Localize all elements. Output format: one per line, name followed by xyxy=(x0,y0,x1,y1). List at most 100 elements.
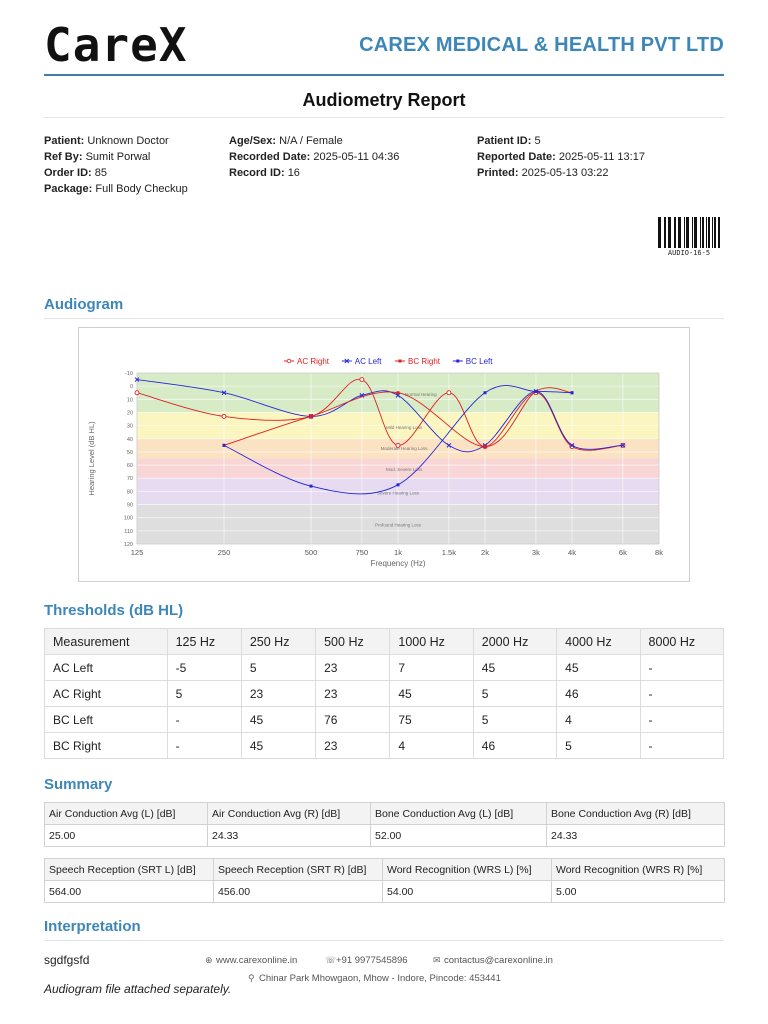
barcode-bar xyxy=(702,217,704,248)
y-tick-label: 10 xyxy=(127,397,133,403)
company-name: CAREX MEDICAL & HEALTH PVT LTD xyxy=(359,34,724,56)
data-point xyxy=(134,377,140,382)
barcode-bar xyxy=(668,217,671,248)
x-tick-label: 250 xyxy=(218,548,231,557)
y-tick-label: 80 xyxy=(127,489,133,495)
globe-icon: ⊕ xyxy=(205,955,213,965)
thresholds-table: Measurement 125 Hz 250 Hz 500 Hz 1000 Hz 2000… xyxy=(44,628,725,759)
barcode-bar xyxy=(686,217,689,248)
y-tick-label: 40 xyxy=(127,437,133,443)
meta-patient-id: Patient ID: 5 xyxy=(477,135,541,147)
barcode-bar xyxy=(674,217,676,248)
barcode xyxy=(658,217,720,248)
thresholds-cell: 45 xyxy=(389,680,474,707)
data-point xyxy=(359,377,365,383)
meta-order-id: Order ID: 85 xyxy=(44,167,107,179)
legend-label: BC Left xyxy=(466,357,493,366)
table-row: AC Left -5 5 23 7 45 45- xyxy=(44,654,725,681)
thresholds-header-cell: 500 Hz xyxy=(315,628,391,655)
summary-value-cell: 54.00 xyxy=(382,880,552,903)
meta-package: Package: Full Body Checkup xyxy=(44,183,188,195)
barcode-bar xyxy=(714,217,716,248)
table-row: BC Right -45 23 4 46 5- xyxy=(44,732,725,759)
barcode-bar xyxy=(678,217,681,248)
band-label: Mild Hearing Loss xyxy=(386,425,423,430)
thresholds-cell: 5 xyxy=(472,706,558,733)
data-point xyxy=(570,391,574,395)
summary-value-cell: 564.00 xyxy=(44,880,214,903)
summary-2-header-row: Speech Reception (SRT L) [dB] Speech Rece… xyxy=(44,858,725,881)
thresholds-cell: BC Left xyxy=(44,706,168,733)
data-point xyxy=(309,414,313,418)
thresholds-cell: 5 xyxy=(472,680,558,707)
location-pin-icon: ⚲ xyxy=(248,973,255,983)
x-tick-label: 1.5k xyxy=(442,548,456,557)
data-point xyxy=(620,442,626,448)
meta-printed-date: Printed: 2025-05-13 03:22 xyxy=(477,167,609,179)
table-row: BC Left -45 76 75 5 4- xyxy=(44,706,725,733)
summary-1-value-row: 25.00 24.33 52.00 24.33 xyxy=(44,824,725,847)
summary-header-cell: Word Recognition (WRS R) [%] xyxy=(551,858,725,881)
summary-header-cell: Bone Conduction Avg (L) [dB] xyxy=(370,802,547,825)
footer-phone[interactable]: ☏+91 9977545896 xyxy=(325,955,408,966)
mail-icon: ✉ xyxy=(433,955,441,965)
summary-value-cell: 24.33 xyxy=(207,824,371,847)
summary-heading: Summary xyxy=(44,776,113,793)
barcode-bar xyxy=(718,217,720,248)
y-tick-label: 0 xyxy=(130,384,133,390)
page-header: CareX CAREX MEDICAL & HEALTH PVT LTD xyxy=(44,20,724,76)
barcode-bar xyxy=(706,217,707,248)
series-line xyxy=(136,379,623,453)
thresholds-header-cell: 8000 Hz xyxy=(639,628,725,655)
data-point xyxy=(483,391,487,395)
data-point xyxy=(396,391,400,395)
data-point xyxy=(134,390,140,396)
data-point xyxy=(222,443,226,447)
data-point xyxy=(309,484,313,488)
legend-label: AC Right xyxy=(297,357,330,366)
report-title: Audiometry Report xyxy=(302,90,466,110)
meta-column-1: Patient: Unknown Doctor Ref By: Sumit Po… xyxy=(44,133,188,197)
band-label: Severe Hearing Loss xyxy=(377,491,420,496)
meta-column-3: Patient ID: 5 Reported Date: 2025-05-11 … xyxy=(477,133,645,181)
barcode-bar xyxy=(694,217,697,248)
barcode-bar xyxy=(708,217,710,248)
summary-value-cell: 24.33 xyxy=(546,824,725,847)
x-tick-label: 8k xyxy=(655,548,663,557)
y-tick-label: 30 xyxy=(127,424,133,430)
data-point xyxy=(569,442,575,448)
thresholds-header-row: Measurement 125 Hz 250 Hz 500 Hz 1000 Hz 2000… xyxy=(44,628,725,655)
audiogram-divider xyxy=(44,318,724,319)
thresholds-cell: 23 xyxy=(315,732,391,759)
thresholds-cell: - xyxy=(639,706,725,733)
footer-email[interactable]: ✉ contactus@carexonline.in xyxy=(433,955,553,966)
footer-website[interactable]: ⊕ www.carexonline.in xyxy=(205,955,298,966)
y-tick-label: 100 xyxy=(124,516,133,522)
title-divider xyxy=(44,117,724,118)
thresholds-cell: 5 xyxy=(166,680,242,707)
thresholds-cell: - xyxy=(639,654,725,681)
x-tick-label: 3k xyxy=(532,548,540,557)
thresholds-cell: 7 xyxy=(389,654,474,681)
thresholds-cell: 45 xyxy=(240,706,317,733)
thresholds-cell: - xyxy=(166,706,242,733)
y-tick-label: 20 xyxy=(127,410,133,416)
band-label: Profound Hearing Loss xyxy=(375,522,422,527)
thresholds-cell: AC Right xyxy=(44,680,168,707)
plot-border xyxy=(136,372,660,545)
thresholds-cell: 5 xyxy=(240,654,317,681)
summary-2-value-row: 564.00 456.00 54.00 5.00 xyxy=(44,880,725,903)
band-label: Mod. Severe Loss xyxy=(386,467,423,472)
thresholds-cell: 45 xyxy=(556,654,641,681)
interpretation-heading: Interpretation xyxy=(44,918,141,935)
summary-value-cell: 52.00 xyxy=(370,824,547,847)
interpretation-divider xyxy=(44,940,724,941)
barcode-bar xyxy=(684,217,685,248)
thresholds-cell: - xyxy=(639,680,725,707)
thresholds-cell: - xyxy=(166,732,242,759)
barcode-bar xyxy=(700,217,701,248)
summary-header-cell: Air Conduction Avg (R) [dB] xyxy=(207,802,371,825)
thresholds-cell: 23 xyxy=(315,654,391,681)
x-tick-label: 6k xyxy=(619,548,627,557)
